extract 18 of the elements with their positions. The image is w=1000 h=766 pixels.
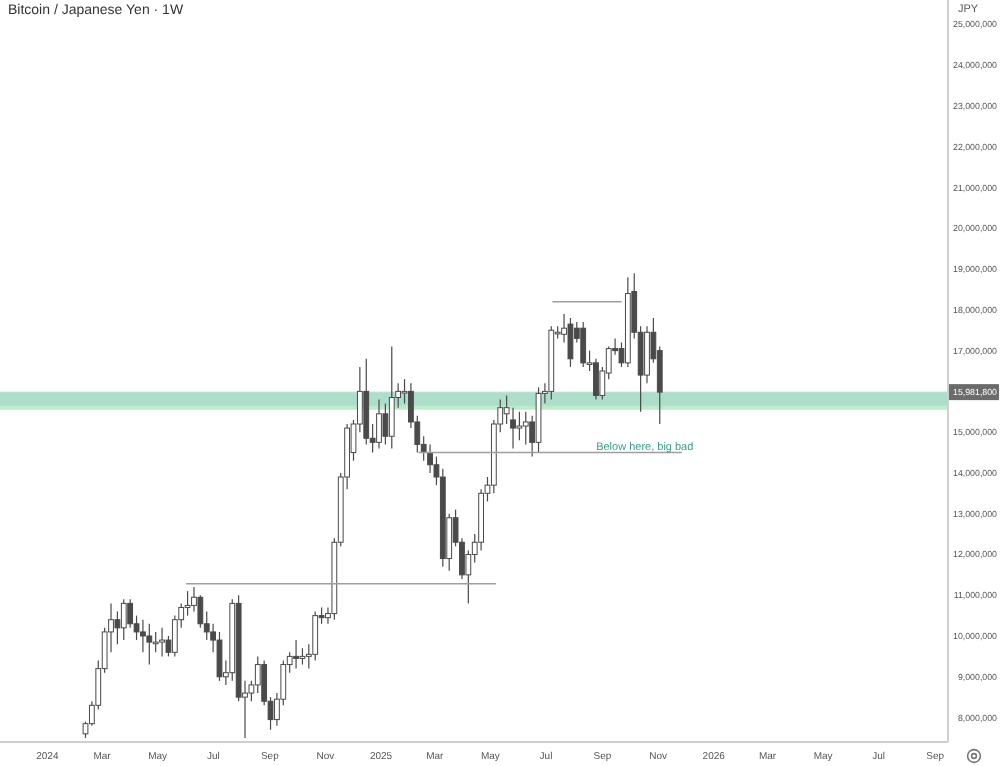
- candlestick: [522, 411, 529, 445]
- candlestick: [114, 610, 121, 645]
- candlestick: [376, 398, 382, 450]
- candlestick: [516, 411, 523, 441]
- candlestick: [363, 358, 370, 445]
- candlestick: [567, 317, 574, 368]
- candlestick: [146, 623, 153, 666]
- candlestick: [254, 655, 261, 694]
- candlestick: [382, 403, 389, 445]
- candlestick: [120, 598, 127, 641]
- candlestick: [159, 627, 165, 657]
- candlestick: [216, 631, 223, 682]
- candlestick: [644, 325, 650, 384]
- candlestick: [293, 639, 299, 670]
- candlestick: [312, 610, 319, 662]
- candlestick: [593, 358, 599, 401]
- candlestick: [388, 345, 395, 450]
- candlestick: [580, 321, 587, 368]
